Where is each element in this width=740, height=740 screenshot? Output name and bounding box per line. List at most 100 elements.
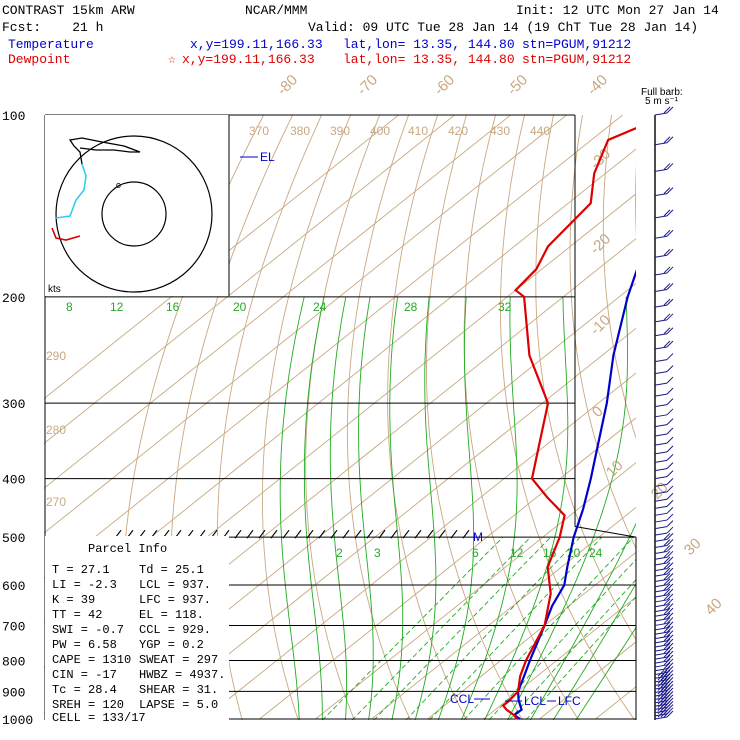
wind-barb-feather (666, 677, 674, 684)
wind-barb (654, 664, 668, 668)
wind-barb (654, 622, 668, 626)
wind-barb-feather (666, 454, 674, 461)
mixing-ratio-line (488, 558, 636, 720)
dry-adiabat (426, 115, 524, 720)
wind-barb (654, 644, 668, 648)
parcel-row-right: EL = 118. (139, 608, 204, 622)
parcel-info-rows: T = 27.1 Td = 25.1 LI = -2.3 LCL = 937. K = … (52, 563, 225, 712)
wind-barb-feather (666, 710, 674, 718)
wind-barb (654, 584, 668, 588)
wind-barb-feather (663, 598, 671, 606)
header-init: Init: 12 UTC Mon 27 Jan 14 (516, 3, 719, 18)
wind-barb-feather (666, 634, 674, 642)
dry-adiabat (346, 115, 411, 720)
wind-barb (654, 468, 668, 472)
parcel-row-right: LCL = 937. (139, 578, 211, 592)
hatch-mark (318, 529, 326, 539)
wind-barb-feather (666, 436, 674, 444)
wind-barb-feather (666, 694, 674, 702)
parcel-row-left: Tc = 28.4 (52, 683, 117, 697)
wind-barb-feather (663, 327, 671, 335)
wind-barb-feather (663, 136, 671, 144)
wind-barb-feather (666, 408, 674, 416)
profile-dewpoint (501, 127, 636, 720)
mixing-ratio-label: 6 (472, 546, 479, 560)
hatch-mark (270, 529, 278, 539)
wind-barb (654, 686, 668, 690)
moist-adiabat (484, 296, 569, 720)
isotherm-label: -60 (431, 71, 458, 98)
wind-barb (654, 568, 668, 572)
isotherm-line (371, 506, 636, 720)
pressure-label-400: 400 (2, 473, 25, 488)
hatch-mark (246, 529, 254, 539)
wind-barb-feather (666, 283, 674, 290)
el-tag: EL (260, 150, 275, 164)
dry-adiabat (667, 115, 740, 732)
hatch-mark (258, 529, 266, 539)
mixing-ratio-label: 24 (589, 546, 603, 560)
isotherm-line (427, 551, 636, 720)
wind-barb-feather (666, 669, 674, 677)
wind-barb (654, 491, 668, 495)
wind-barb (654, 682, 668, 686)
wind-barb (654, 532, 668, 536)
pressure-label-1000: 1000 (2, 713, 33, 728)
hodograph-outer-ring (55, 135, 213, 293)
wind-barb (654, 656, 668, 660)
hatch-mark (438, 529, 446, 539)
wind-barb-feather (663, 666, 671, 673)
wind-barb-feather (666, 625, 674, 633)
wind-barb-feather (666, 187, 674, 195)
wind-barb-feather (666, 691, 674, 698)
wind-barb-feather (666, 353, 674, 360)
wind-barb (654, 700, 668, 704)
wind-barb (654, 604, 668, 608)
wind-barb-feather (666, 506, 674, 514)
mixing-ratio-line (525, 596, 636, 720)
theta-label: 400 (370, 124, 390, 138)
wind-barb-feather (666, 418, 674, 425)
wind-barb-feather (663, 646, 671, 654)
dry-adiabat (305, 115, 381, 720)
wind-barb-feather (663, 313, 671, 321)
wind-barb (654, 168, 668, 172)
isotherm-label: -10 (587, 311, 614, 338)
isotherm-line (44, 115, 623, 579)
legend-dewpoint-stn: stn=PGUM,91212 (522, 52, 631, 67)
hatch-mark (390, 529, 398, 539)
wind-barb-feather (666, 248, 674, 256)
barb-legend-title: Full barb: (641, 87, 683, 98)
wind-barb (654, 333, 668, 337)
wind-barb (654, 346, 668, 350)
wind-barbs (654, 106, 674, 720)
parcel-info-panel: Parcel Info T = 27.1 Td = 25.1 LI = -2.3 LC… (45, 536, 229, 725)
wind-barb (654, 710, 668, 714)
hatch-mark (342, 529, 350, 539)
wind-barb (654, 690, 668, 694)
wind-barb-feather (666, 376, 674, 384)
parcel-row-left: CIN = -17 (52, 668, 117, 682)
ccl-tag: CCL (450, 692, 474, 706)
parcel-row-right: CCL = 929. (139, 623, 211, 637)
mixing-ratio-label: 8 (66, 300, 73, 314)
isotherm-label: -40 (584, 71, 611, 98)
wind-barb-feather (666, 106, 674, 114)
wind-barb-feather (666, 163, 674, 170)
theta-label: 280 (46, 423, 66, 437)
hatch-mark (330, 529, 338, 539)
mixing-ratio-label: 32 (498, 300, 512, 314)
legend-dewpoint-latlon: lat,lon= 13.35, 144.80 (343, 52, 515, 67)
theta-label: 440 (530, 124, 550, 138)
theta-label: 370 (249, 124, 269, 138)
wind-barb (654, 640, 668, 644)
wind-barb-feather (663, 106, 671, 114)
wind-barb (654, 289, 668, 293)
wind-barb (654, 679, 668, 683)
wind-barb-feather (666, 550, 674, 558)
moist-adiabat (575, 626, 636, 720)
wind-barb (654, 505, 668, 509)
wind-barb-feather (666, 621, 674, 629)
mixing-ratio-label: 16 (543, 546, 557, 560)
wind-barb-feather (663, 634, 671, 642)
